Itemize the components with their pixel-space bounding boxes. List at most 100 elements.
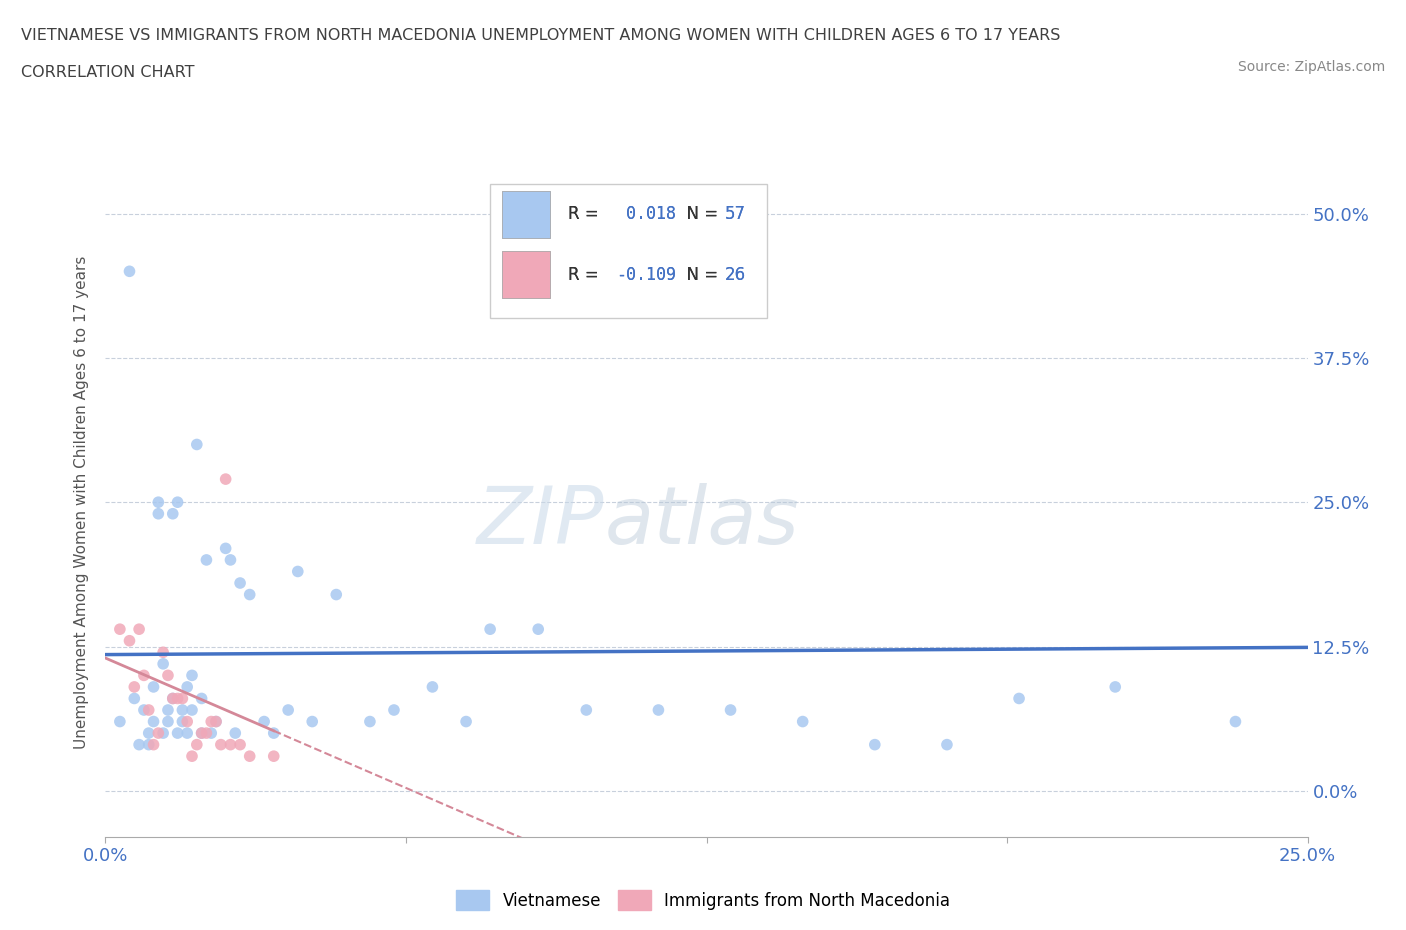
Text: Source: ZipAtlas.com: Source: ZipAtlas.com — [1237, 60, 1385, 74]
Point — [1104, 680, 1126, 695]
Point — [108, 714, 131, 729]
Point — [142, 737, 165, 752]
Text: 26: 26 — [724, 266, 745, 284]
Point — [172, 702, 194, 717]
Point — [229, 576, 252, 591]
Point — [205, 714, 228, 729]
Point — [575, 702, 598, 717]
Point — [1225, 714, 1247, 729]
Point — [647, 702, 669, 717]
Point — [479, 622, 502, 637]
Point — [166, 725, 188, 740]
Point — [124, 680, 146, 695]
Point — [181, 702, 204, 717]
Point — [124, 691, 146, 706]
Point — [195, 552, 218, 567]
Point — [224, 725, 246, 740]
Point — [181, 668, 204, 683]
Point — [195, 725, 218, 740]
Text: R =: R = — [568, 206, 605, 223]
Point — [176, 725, 198, 740]
Point — [108, 622, 131, 637]
Point — [720, 702, 742, 717]
Legend: Vietnamese, Immigrants from North Macedonia: Vietnamese, Immigrants from North Macedo… — [449, 884, 957, 917]
Bar — [502, 191, 550, 238]
Point — [263, 725, 285, 740]
Text: ZIP: ZIP — [477, 484, 605, 562]
Text: 57: 57 — [724, 206, 745, 223]
Point — [792, 714, 814, 729]
Point — [1008, 691, 1031, 706]
Point — [186, 737, 208, 752]
Text: VIETNAMESE VS IMMIGRANTS FROM NORTH MACEDONIA UNEMPLOYMENT AMONG WOMEN WITH CHIL: VIETNAMESE VS IMMIGRANTS FROM NORTH MACE… — [21, 28, 1060, 43]
Text: CORRELATION CHART: CORRELATION CHART — [21, 65, 194, 80]
Point — [156, 668, 179, 683]
Point — [277, 702, 299, 717]
Text: N =: N = — [676, 266, 724, 284]
Point — [200, 725, 222, 740]
Point — [128, 622, 150, 637]
Point — [138, 737, 160, 752]
Point — [138, 725, 160, 740]
Point — [239, 587, 262, 602]
Text: atlas: atlas — [605, 484, 799, 562]
Point — [382, 702, 405, 717]
Point — [209, 737, 232, 752]
Bar — [491, 184, 766, 318]
Point — [325, 587, 347, 602]
Point — [253, 714, 276, 729]
Point — [118, 264, 141, 279]
Point — [229, 737, 252, 752]
Point — [152, 725, 174, 740]
Point — [863, 737, 886, 752]
Point — [148, 506, 170, 521]
Bar — [502, 251, 550, 298]
Point — [156, 702, 179, 717]
Point — [128, 737, 150, 752]
Point — [162, 691, 184, 706]
Point — [214, 541, 236, 556]
Point — [162, 506, 184, 521]
Point — [166, 691, 188, 706]
Point — [190, 725, 212, 740]
Point — [263, 749, 285, 764]
Point — [148, 725, 170, 740]
Point — [132, 668, 155, 683]
Text: N =: N = — [676, 206, 724, 223]
Point — [156, 714, 179, 729]
Text: -0.109: -0.109 — [616, 266, 676, 284]
Point — [166, 495, 188, 510]
Y-axis label: Unemployment Among Women with Children Ages 6 to 17 years: Unemployment Among Women with Children A… — [75, 256, 90, 749]
Point — [142, 680, 165, 695]
Point — [200, 714, 222, 729]
Bar — [502, 251, 550, 298]
Point — [527, 622, 550, 637]
Point — [162, 691, 184, 706]
Text: 0.018: 0.018 — [616, 206, 676, 223]
Point — [219, 737, 242, 752]
Point — [172, 714, 194, 729]
Point — [936, 737, 959, 752]
Text: -0.109: -0.109 — [616, 266, 676, 284]
Text: 0.018: 0.018 — [616, 206, 676, 223]
Point — [176, 680, 198, 695]
Point — [239, 749, 262, 764]
Point — [181, 749, 204, 764]
Point — [176, 714, 198, 729]
Point — [301, 714, 323, 729]
Point — [190, 725, 212, 740]
Point — [359, 714, 381, 729]
Point — [132, 702, 155, 717]
Point — [190, 691, 212, 706]
Point — [422, 680, 444, 695]
Point — [214, 472, 236, 486]
Point — [454, 714, 477, 729]
Point — [186, 437, 208, 452]
Text: 26: 26 — [724, 266, 745, 284]
Point — [148, 495, 170, 510]
Point — [172, 691, 194, 706]
Point — [138, 702, 160, 717]
Text: R =: R = — [568, 206, 605, 223]
Point — [142, 714, 165, 729]
Point — [205, 714, 228, 729]
